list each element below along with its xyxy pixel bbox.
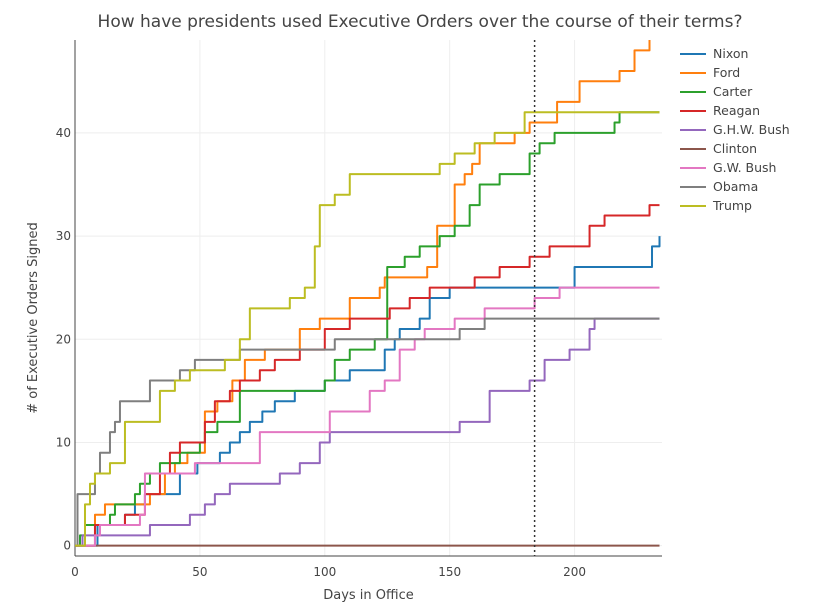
legend-swatch	[680, 71, 706, 74]
x-tick-label: 0	[71, 565, 79, 579]
legend-swatch	[680, 166, 706, 169]
legend-swatch	[680, 204, 706, 207]
y-axis-title: # of Executive Orders Signed	[26, 222, 41, 414]
y-tick-label: 10	[56, 435, 71, 449]
series-line-carter	[75, 111, 660, 547]
legend-label: Reagan	[713, 103, 760, 118]
legend-label: Trump	[713, 198, 752, 213]
y-tick-label: 0	[63, 539, 71, 553]
x-tick-label: 200	[563, 565, 586, 579]
legend-item[interactable]: Clinton	[680, 139, 790, 158]
legend-item[interactable]: Nixon	[680, 44, 790, 63]
y-tick-label: 40	[56, 126, 71, 140]
legend-swatch	[680, 52, 706, 55]
legend-item[interactable]: Obama	[680, 177, 790, 196]
legend: Nixon Ford Carter Reagan G.H.W. Bush Clinton G…	[680, 44, 790, 215]
legend-item[interactable]: Ford	[680, 63, 790, 82]
axes-layer: 0 50 100 150 200 0 10 20 30 40	[56, 40, 662, 579]
series-line-ford	[75, 40, 651, 547]
legend-item[interactable]: G.W. Bush	[680, 158, 790, 177]
y-tick-label: 30	[56, 229, 71, 243]
x-axis-title: Days in Office	[323, 588, 414, 603]
legend-label: Carter	[713, 84, 753, 99]
series-line-g-w-bush	[75, 286, 660, 547]
x-tick-label: 50	[192, 565, 207, 579]
legend-item[interactable]: Reagan	[680, 101, 790, 120]
legend-label: Nixon	[713, 46, 749, 61]
legend-swatch	[680, 109, 706, 112]
chart-title: How have presidents used Executive Order…	[97, 12, 743, 32]
legend-item[interactable]: Trump	[680, 196, 790, 215]
series-line-trump	[75, 111, 660, 547]
y-tick-label: 20	[56, 332, 71, 346]
legend-label: Clinton	[713, 141, 758, 156]
legend-swatch	[680, 90, 706, 93]
legend-item[interactable]: G.H.W. Bush	[680, 120, 790, 139]
legend-label: Obama	[713, 179, 759, 194]
legend-item[interactable]: Carter	[680, 82, 790, 101]
legend-swatch	[680, 128, 706, 131]
series-layer	[75, 40, 661, 547]
series-line-g-h-w-bush	[75, 317, 660, 547]
legend-label: G.H.W. Bush	[713, 122, 790, 137]
legend-swatch	[680, 147, 706, 150]
legend-label: G.W. Bush	[713, 160, 777, 175]
legend-swatch	[680, 185, 706, 188]
legend-label: Ford	[713, 65, 741, 80]
x-tick-label: 150	[438, 565, 461, 579]
x-tick-label: 100	[313, 565, 336, 579]
